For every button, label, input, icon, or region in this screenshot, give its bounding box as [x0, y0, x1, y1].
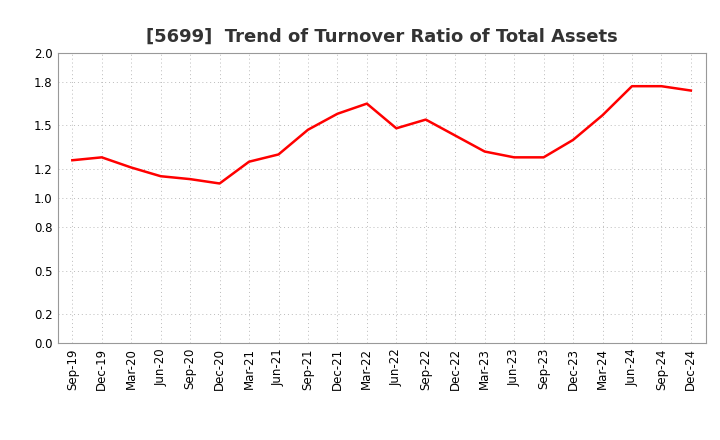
Title: [5699]  Trend of Turnover Ratio of Total Assets: [5699] Trend of Turnover Ratio of Total … — [145, 28, 618, 46]
